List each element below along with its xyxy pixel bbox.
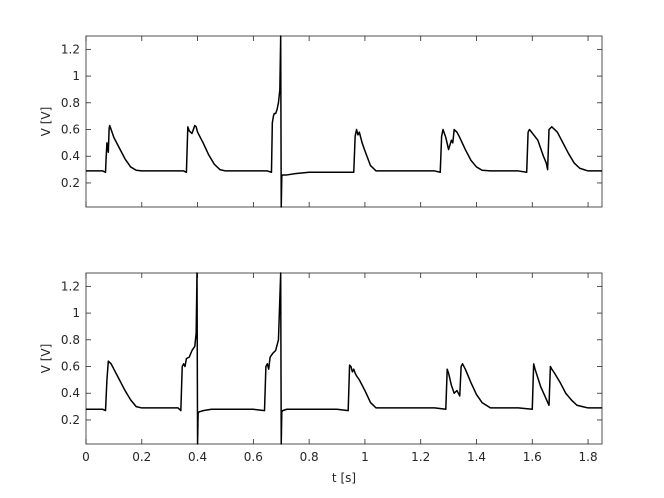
bottom-x-tick-label: 0.2: [132, 450, 151, 464]
top-y-ticks: 0.2 0.4 0.6 0.8 1 1.2: [61, 42, 602, 190]
top-y-tick-label: 0.2: [61, 176, 80, 190]
top-y-tick-label: 0.4: [61, 149, 80, 163]
bottom-x-ticks: 0 0.2 0.4 0.6 0.8 1 1.2 1.4 1.6 1.8: [82, 273, 598, 464]
top-voltage-trace: [86, 35, 602, 208]
bottom-x-axis-label: t [s]: [332, 471, 356, 485]
bottom-y-ticks: 0.2 0.4 0.6 0.8 1 1.2: [61, 279, 602, 427]
bottom-voltage-trace: [86, 272, 602, 445]
bottom-x-tick-label: 0: [82, 450, 90, 464]
top-y-axis-label: V [V]: [39, 107, 53, 137]
bottom-panel: 0.2 0.4 0.6 0.8 1 1.2 0 0.2 0.4 0.6 0.8 1 1.2 1.4 1.6…: [39, 272, 603, 485]
top-y-tick-label: 0.8: [61, 96, 80, 110]
bottom-x-tick-label: 1: [361, 450, 369, 464]
top-y-tick-label: 1.2: [61, 42, 80, 56]
bottom-y-tick-label: 0.2: [61, 413, 80, 427]
bottom-plot-area: [85, 272, 603, 445]
top-panel: 0.2 0.4 0.6 0.8 1 1.2 V [V]: [39, 35, 603, 208]
bottom-y-axis-label: V [V]: [39, 344, 53, 374]
bottom-x-tick-label: 0.6: [244, 450, 263, 464]
top-y-tick-label: 0.6: [61, 123, 80, 137]
top-y-tick-label: 1: [72, 69, 80, 83]
bottom-x-tick-label: 1.4: [467, 450, 486, 464]
bottom-y-tick-label: 0.8: [61, 333, 80, 347]
bottom-x-tick-label: 0.4: [188, 450, 207, 464]
bottom-x-tick-label: 0.8: [300, 450, 319, 464]
top-plot-area: [85, 35, 603, 208]
top-x-ticks: [85, 36, 589, 207]
bottom-y-tick-label: 1: [72, 306, 80, 320]
bottom-x-tick-label: 1.6: [523, 450, 542, 464]
bottom-y-tick-label: 0.4: [61, 386, 80, 400]
bottom-x-tick-label: 1.2: [411, 450, 430, 464]
bottom-x-tick-label: 1.8: [579, 450, 598, 464]
bottom-y-tick-label: 1.2: [61, 279, 80, 293]
bottom-y-tick-label: 0.6: [61, 360, 80, 374]
